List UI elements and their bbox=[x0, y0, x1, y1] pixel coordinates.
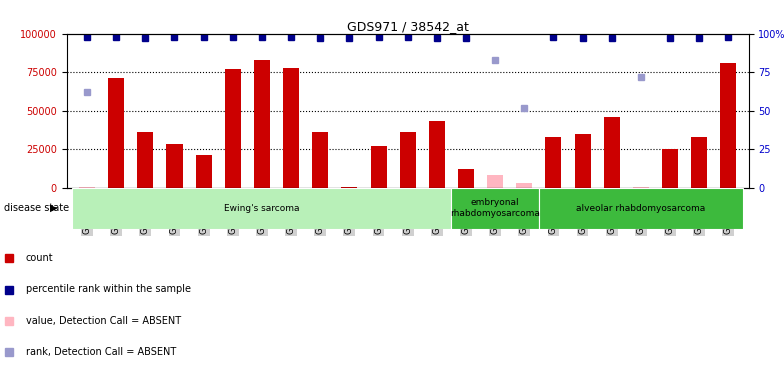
Bar bbox=[254, 60, 270, 188]
Text: value, Detection Call = ABSENT: value, Detection Call = ABSENT bbox=[26, 316, 181, 326]
Bar bbox=[79, 187, 95, 188]
Bar bbox=[691, 137, 707, 188]
Bar bbox=[429, 122, 445, 188]
Bar bbox=[371, 146, 387, 188]
Bar bbox=[400, 132, 416, 188]
Text: embryonal
rhabdomyosarcoma: embryonal rhabdomyosarcoma bbox=[450, 198, 540, 218]
Text: disease state: disease state bbox=[4, 203, 69, 213]
Bar bbox=[546, 137, 561, 188]
Bar bbox=[604, 117, 619, 188]
Bar bbox=[108, 78, 124, 188]
FancyBboxPatch shape bbox=[72, 188, 452, 229]
Bar bbox=[662, 149, 678, 188]
Bar bbox=[487, 175, 503, 188]
Text: count: count bbox=[26, 253, 53, 263]
FancyBboxPatch shape bbox=[452, 188, 539, 229]
Text: rank, Detection Call = ABSENT: rank, Detection Call = ABSENT bbox=[26, 347, 176, 357]
Text: alveolar rhabdomyosarcoma: alveolar rhabdomyosarcoma bbox=[576, 204, 706, 213]
Text: Ewing's sarcoma: Ewing's sarcoma bbox=[224, 204, 299, 213]
FancyBboxPatch shape bbox=[539, 188, 743, 229]
Bar bbox=[312, 132, 328, 188]
Title: GDS971 / 38542_at: GDS971 / 38542_at bbox=[347, 20, 469, 33]
Bar bbox=[516, 183, 532, 188]
Bar bbox=[137, 132, 154, 188]
Bar bbox=[458, 169, 474, 188]
Bar bbox=[166, 144, 183, 188]
Bar bbox=[720, 63, 736, 188]
Bar bbox=[225, 69, 241, 188]
Bar bbox=[633, 187, 649, 188]
Bar bbox=[575, 134, 590, 188]
Text: percentile rank within the sample: percentile rank within the sample bbox=[26, 285, 191, 294]
Bar bbox=[341, 187, 358, 188]
Bar bbox=[196, 155, 212, 188]
Text: ▶: ▶ bbox=[49, 203, 57, 213]
Bar bbox=[283, 68, 299, 188]
